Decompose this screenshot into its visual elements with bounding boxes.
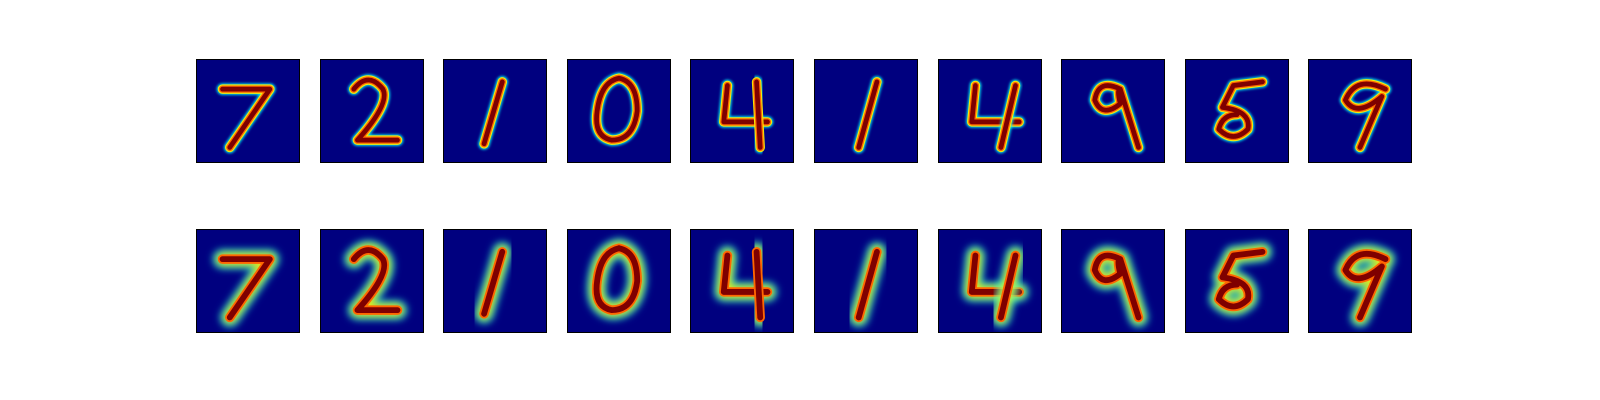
original-digit-9-image [1308, 59, 1412, 163]
original-digit-4-heatmap [965, 79, 1025, 154]
reconstruction-digit-9-image [1061, 229, 1165, 333]
original-digit-5-image [1185, 59, 1289, 163]
original-digit-7-image [196, 59, 300, 163]
reconstruction-digit-4-image [690, 229, 794, 333]
reconstruction-digit-7-heatmap [213, 249, 280, 327]
reconstruction-digit-4-image [938, 229, 1042, 333]
reconstruction-digit-9-heatmap [1335, 244, 1395, 327]
original-digit-1-image [443, 59, 547, 163]
reconstruction-digit-1-image [814, 229, 918, 333]
reconstruction-digit-1-image [443, 229, 547, 333]
original-digit-0-heatmap [590, 72, 644, 146]
reconstruction-digit-1-heatmap [849, 242, 887, 327]
reconstruction-digit-5-image [1185, 229, 1289, 333]
original-digit-1-heatmap [852, 76, 883, 154]
reconstruction-digit-2-image [320, 229, 424, 333]
reconstruction-digit-1-heatmap [474, 242, 512, 324]
original-digit-0-image [567, 59, 671, 163]
reconstruction-digit-0-heatmap [587, 238, 647, 320]
original-digit-4-image [690, 59, 794, 163]
original-digit-4-image [938, 59, 1042, 163]
reconstruction-digit-5-heatmap [1209, 242, 1272, 316]
original-digit-1-heatmap [478, 76, 509, 150]
original-digit-9-heatmap [1088, 79, 1145, 154]
original-digit-4-heatmap [717, 76, 774, 154]
reconstruction-digit-0-image [567, 229, 671, 333]
original-digit-5-heatmap [1212, 76, 1269, 143]
original-digit-7-heatmap [216, 83, 276, 154]
original-digit-1-image [814, 59, 918, 163]
reconstruction-digit-7-image [196, 229, 300, 333]
reconstruction-digit-9-image [1308, 229, 1412, 333]
original-digit-9-heatmap [1339, 78, 1392, 154]
original-digit-2-heatmap [347, 74, 404, 146]
reconstruction-digit-9-heatmap [1085, 246, 1148, 327]
original-digit-2-image [320, 59, 424, 163]
reconstruction-digit-4-heatmap [962, 246, 1029, 327]
original-digit-9-image [1061, 59, 1165, 163]
reconstruction-digit-4-heatmap [714, 242, 777, 327]
reconstruction-digit-2-heatmap [344, 240, 407, 320]
